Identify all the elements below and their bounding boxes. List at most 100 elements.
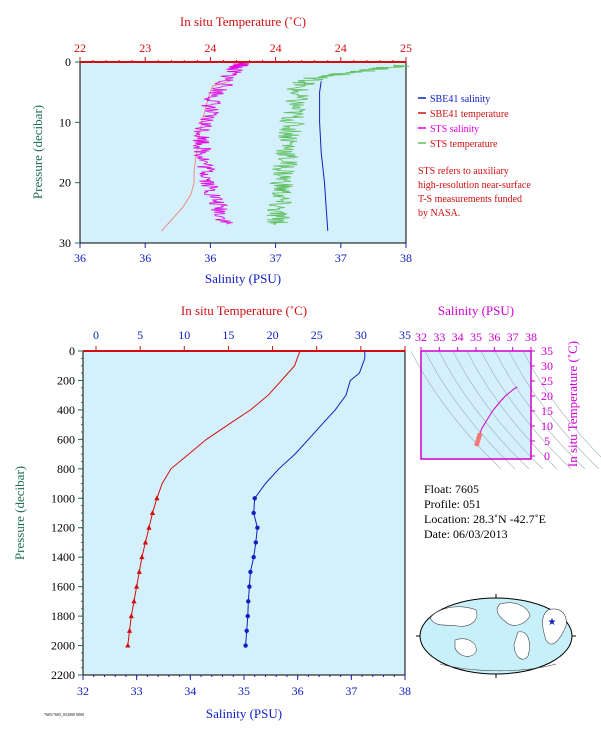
top-chart-top-tick-label: 24 [335,41,347,55]
main-chart-temperature-point [154,495,160,501]
top-chart-series-sbe41-salinity [319,81,329,231]
float-info: Float: 7605 Profile: 051 Location: 28.3˚… [424,482,546,541]
main-chart-temperature-point [136,568,142,574]
ts-density-contour [466,350,558,470]
top-chart-top-ticks: 22 23 24 24 24 25 [74,41,412,62]
ts-chart-right-tick-label: 20 [541,389,553,403]
main-chart-top-tick-label: 0 [93,328,99,342]
main-chart-top-tick-label: 30 [355,328,367,342]
main-chart-y-tick-label: 1400 [51,550,75,564]
top-chart-top-tick-label: 22 [74,41,86,55]
top-chart-series-sts-salinity [192,62,250,225]
ts-chart-top-tick-label: 36 [488,330,500,344]
main-chart-bottom-tick-label: 36 [292,684,304,698]
ts-chart-top-axis-label: Salinity (PSU) [438,303,514,318]
ts-chart-top-tick-label: 38 [525,330,537,344]
world-map: ★ [416,594,576,678]
top-chart-y-tick-label: 10 [59,115,71,129]
top-chart-top-tick-label: 24 [204,41,216,55]
main-chart-top-tick-label: 15 [222,328,234,342]
main-chart-top-tick-label: 20 [267,328,279,342]
main-chart-y-tick-label: 400 [57,403,75,417]
ts-chart-top-tick-label: 32 [415,330,427,344]
main-chart-salinity-point [251,510,256,516]
main-chart-salinity-point [255,525,260,530]
main-chart-bottom-ticks: 32 33 34 35 36 37 38 [77,675,411,698]
main-chart-salinity-point [245,613,250,619]
top-chart-y-tick-label: 20 [59,176,71,190]
ts-density-contour [438,350,530,470]
ts-chart-top-tick-label: 33 [433,330,445,344]
main-chart-y-tick-label: 2200 [51,668,75,682]
main-chart-bottom-tick-label: 38 [399,684,411,698]
ts-chart-top-tick-label: 34 [452,330,464,344]
main-chart-top-tick-label: 10 [178,328,190,342]
top-chart-bottom-tick-label: 36 [204,251,216,265]
map-land-australia [454,638,477,657]
main-chart-y-axis-label: Pressure (decibar) [12,466,27,560]
main-chart-y-tick-label: 1800 [51,609,75,623]
float-id: Float: 7605 [424,482,479,496]
main-chart-salinity-point [244,628,249,634]
main-chart-temperature-point [142,539,149,545]
main-chart-y-tick-label: 1000 [51,491,75,505]
ts-chart-top-ticks: 32 33 34 35 36 37 38 [415,330,537,351]
ts-density-contour [522,350,601,458]
map-land-north-america [496,602,531,626]
ts-chart-top-tick-label: 35 [470,330,482,344]
top-chart-note: STS refers to auxiliary high-resolution … [418,166,531,219]
top-chart: 22 23 24 24 24 25 36 36 36 37 37 38 0 10 20 30 In sit… [30,14,531,286]
main-chart-temperature-point [146,524,152,530]
main-chart-top-tick-label: 25 [311,328,323,342]
note-line-3: T-S measurements funded [418,194,522,205]
top-chart-legend: SBE41 salinity SBE41 temperature STS sal… [418,94,509,150]
top-chart-y-axis-label: Pressure (decibar) [30,105,45,199]
top-chart-bottom-tick-label: 36 [139,251,151,265]
legend-label-sbe41-temperature: SBE41 temperature [430,109,509,120]
top-chart-bottom-ticks: 36 36 36 37 37 38 [74,243,412,265]
top-chart-bottom-axis-label: Salinity (PSU) [205,271,281,286]
main-chart-y-tick-label: 600 [57,432,75,446]
main-chart-y-tick-label: 2000 [51,639,75,653]
footer-label: 7605/7605_052000 0000 [44,712,84,717]
location: Location: 28.3˚N -42.7˚E [424,512,546,526]
main-chart-bottom-axis-label: Salinity (PSU) [206,706,282,721]
note-line-2: high-resolution near-surface [418,180,531,191]
main-chart-temperature-point [128,613,134,619]
main-chart-salinity-point [247,584,252,589]
map-land-africa-europe [542,608,567,645]
main-chart-bottom-tick-label: 37 [345,684,357,698]
main-chart-salinity-point [253,540,259,545]
main-chart-salinity-point [251,554,256,560]
top-chart-plot-area [79,61,407,244]
main-chart-temperature-point [149,510,156,515]
ts-chart-right-tick-label: 15 [541,404,553,418]
top-chart-y-tick-label: 30 [59,236,71,250]
map-land-asia [429,606,478,627]
main-chart-y-tick-label: 800 [57,462,75,476]
date: Date: 06/03/2013 [424,527,508,541]
main-chart-plot-area [82,350,406,676]
map-land-antarctica [439,663,557,672]
top-chart-bottom-tick-label: 36 [74,251,86,265]
main-chart-top-ticks: 0 5 10 15 20 25 30 35 [93,328,411,351]
note-line-4: by NASA. [418,208,460,219]
main-chart-salinity-point [252,496,257,501]
main-chart-top-axis-label: In situ Temperature (˚C) [181,303,307,318]
main-chart-y-ticks: 0 200 400 600 800 1000 1200 1400 1600 1800 2000 220… [51,344,83,682]
ts-density-contours [410,350,601,470]
top-chart-bottom-tick-label: 37 [335,251,347,265]
top-chart-y-tick-label: 0 [65,55,71,69]
main-chart-temperature-point [125,642,131,648]
main-chart-top-tick-label: 5 [137,328,143,342]
main-chart-y-tick-label: 0 [69,344,75,358]
main-chart-temperature-point [139,554,145,560]
note-line-1: STS refers to auxiliary [418,166,509,177]
ts-density-contour [424,350,516,470]
profile-number: Profile: 051 [424,497,481,511]
top-chart-bottom-tick-label: 38 [400,251,412,265]
top-chart-series-sts-temperature [266,64,410,225]
